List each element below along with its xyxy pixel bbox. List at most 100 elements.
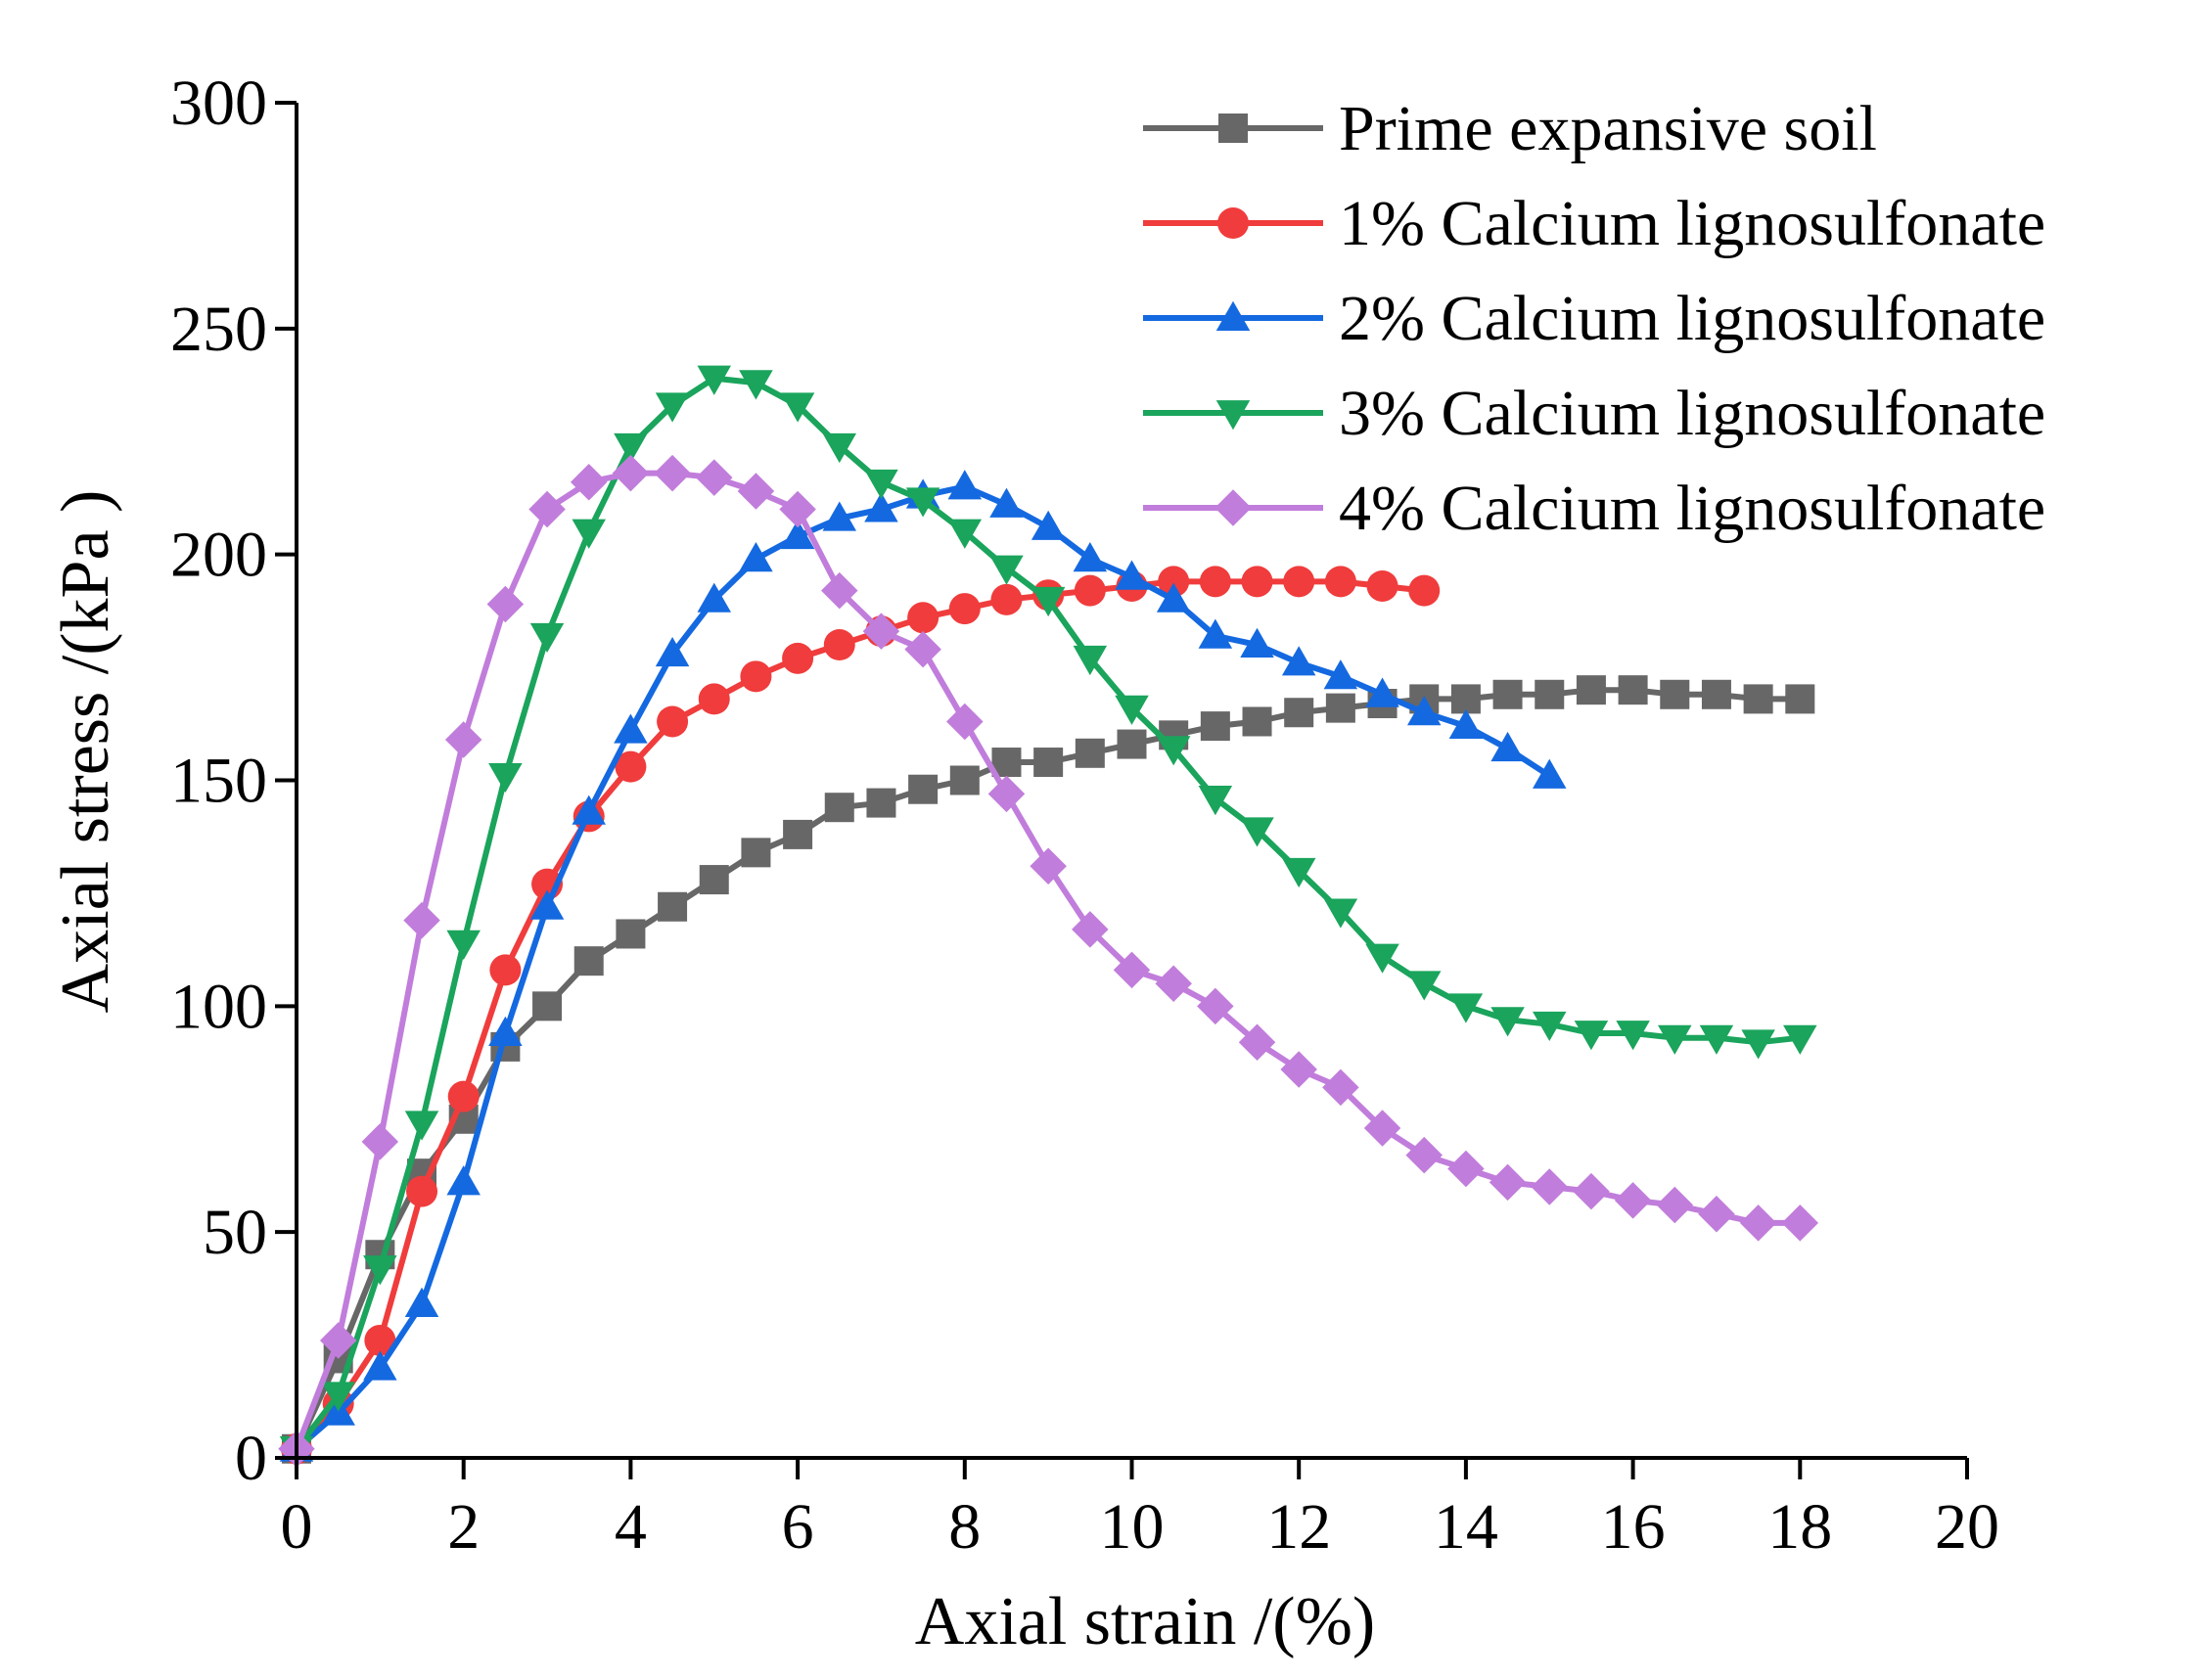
data-point	[489, 954, 522, 986]
x-tick-label: 16	[1601, 1491, 1666, 1563]
data-point	[699, 865, 729, 895]
data-point	[1156, 582, 1191, 613]
y-tick-label: 300	[170, 68, 267, 139]
data-point	[1241, 566, 1273, 598]
data-point	[1280, 1051, 1317, 1088]
data-point	[572, 519, 606, 549]
data-point	[737, 473, 775, 510]
data-point	[1030, 847, 1067, 885]
data-point	[1576, 675, 1606, 705]
legend-label: 1% Calcium lignosulfonate	[1339, 188, 2045, 259]
y-tick-label: 100	[170, 971, 267, 1042]
data-point	[1490, 1007, 1525, 1037]
legend-label: 4% Calcium lignosulfonate	[1339, 473, 2045, 544]
data-point	[1325, 693, 1355, 723]
x-tick-label: 6	[782, 1491, 814, 1563]
data-point	[612, 454, 650, 492]
legend-marker	[1215, 300, 1251, 331]
data-point	[864, 469, 898, 500]
data-point	[1743, 684, 1773, 714]
data-point	[1323, 898, 1358, 929]
data-point	[823, 629, 855, 660]
y-tick-label: 0	[235, 1423, 267, 1494]
data-point	[1741, 1029, 1775, 1060]
data-point	[655, 392, 690, 423]
data-point	[658, 891, 688, 922]
data-point	[822, 432, 857, 464]
data-point	[1785, 684, 1815, 714]
data-point	[862, 613, 900, 650]
data-point	[904, 630, 941, 668]
data-point	[1033, 748, 1064, 778]
data-point	[1363, 1110, 1401, 1147]
data-point	[1324, 566, 1356, 598]
data-point	[406, 1175, 438, 1207]
data-point	[1074, 574, 1106, 607]
data-point	[1031, 586, 1066, 617]
data-point	[1281, 857, 1316, 888]
data-point	[1698, 1195, 1735, 1233]
legend-item: 1% Calcium lignosulfonate	[1143, 188, 2045, 259]
data-point	[1533, 1011, 1567, 1042]
data-point	[1408, 574, 1441, 607]
data-point	[446, 930, 481, 960]
data-point	[948, 593, 981, 625]
data-point	[572, 795, 606, 825]
data-point	[1281, 646, 1316, 676]
data-point	[1075, 738, 1105, 768]
data-point	[1238, 1023, 1276, 1062]
y-tick-label: 200	[170, 520, 267, 591]
data-point	[1365, 677, 1399, 707]
data-point	[949, 765, 980, 795]
data-point	[947, 519, 983, 549]
data-point	[615, 750, 647, 783]
x-tick-label: 18	[1767, 1491, 1832, 1563]
data-point	[321, 1382, 355, 1412]
data-point	[824, 793, 854, 823]
data-point	[1658, 1024, 1692, 1055]
data-point	[908, 774, 939, 804]
data-point	[361, 1123, 399, 1160]
data-point	[946, 703, 984, 741]
data-point	[363, 1255, 397, 1286]
data-point	[822, 501, 857, 531]
data-point	[528, 490, 566, 528]
data-point	[1618, 675, 1648, 705]
data-point	[739, 370, 773, 400]
data-point	[1115, 695, 1149, 725]
data-point	[989, 487, 1024, 518]
y-tick-label: 250	[170, 294, 267, 365]
x-tick-label: 12	[1266, 1491, 1331, 1563]
data-point	[1492, 679, 1523, 709]
legend-label: 3% Calcium lignosulfonate	[1339, 378, 2045, 449]
data-point	[1155, 965, 1192, 1002]
data-point	[1115, 560, 1149, 590]
data-point	[739, 542, 773, 572]
data-point	[1366, 569, 1398, 602]
data-point	[446, 1165, 481, 1196]
data-point	[780, 519, 815, 550]
data-point	[403, 901, 440, 939]
series-line	[294, 687, 1801, 1451]
data-point	[532, 991, 563, 1022]
data-point	[1200, 711, 1230, 742]
legend-label: Prime expansive soil	[1339, 93, 1877, 164]
legend-item: 3% Calcium lignosulfonate	[1143, 378, 2045, 449]
data-point	[1447, 1150, 1485, 1188]
series-5	[278, 454, 1819, 1468]
data-point	[864, 492, 898, 522]
series-line	[294, 578, 1425, 1451]
data-point	[1284, 698, 1314, 728]
data-point	[1240, 817, 1274, 847]
data-point	[989, 555, 1024, 585]
data-point	[1490, 731, 1525, 762]
data-point	[698, 683, 730, 715]
data-point	[488, 762, 523, 794]
data-point	[1531, 1168, 1568, 1205]
y-tick-label: 50	[203, 1197, 267, 1268]
y-tick-label: 150	[170, 746, 267, 817]
data-point	[780, 392, 815, 423]
legend-marker	[1217, 207, 1249, 239]
